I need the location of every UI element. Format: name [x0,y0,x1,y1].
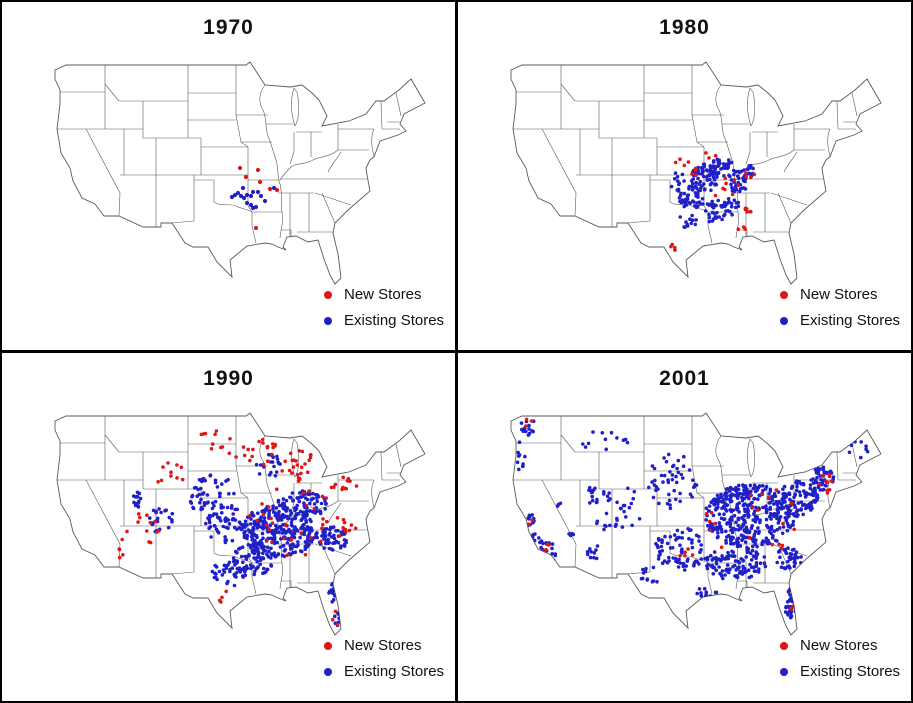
new-stores-dot-icon [324,641,332,650]
panel-title-2001: 2001 [659,367,710,390]
store-dots-1990 [117,429,359,628]
legend-row-new: New Stores [324,286,444,303]
existing-stores-dot-icon [780,667,788,676]
legend-1970: New Stores Existing Stores [324,286,444,329]
panel-1970: 1970 New Stores Existing Stores [2,2,455,350]
legend-row-existing: Existing Stores [780,312,900,329]
new-stores-label: New Stores [800,637,878,654]
existing-stores-label: Existing Stores [344,312,445,329]
new-stores-dot-icon [324,290,332,299]
new-stores-dot-icon [780,641,788,650]
panel-2001: 2001 New Stores Existing Stores [458,353,911,701]
us-map-1990 [54,412,426,636]
existing-stores-label: Existing Stores [344,663,445,680]
panel-title-1970: 1970 [203,16,254,39]
new-stores-label: New Stores [344,637,422,654]
panel-title-1990: 1990 [203,367,254,390]
existing-stores-dot-icon [324,667,332,676]
us-map-1980 [510,61,882,285]
existing-stores-label: Existing Stores [800,312,901,329]
panel-1980: 1980 New Stores Existing Stores [458,2,911,350]
legend-row-new: New Stores [780,286,900,303]
legend-row-new: New Stores [324,637,444,654]
existing-stores-dot-icon [324,316,332,325]
us-map-1970 [54,61,426,285]
legend-row-new: New Stores [780,637,900,654]
us-map-2001 [510,412,882,636]
legend-2001: New Stores Existing Stores [780,637,900,680]
legend-1990: New Stores Existing Stores [324,637,444,680]
store-dots-2001 [515,417,870,620]
legend-row-existing: Existing Stores [780,663,900,680]
existing-stores-label: Existing Stores [800,663,901,680]
panel-title-1980: 1980 [659,16,710,39]
new-stores-label: New Stores [344,286,422,303]
new-stores-label: New Stores [800,286,878,303]
store-dots-1970 [229,165,280,231]
legend-row-existing: Existing Stores [324,312,444,329]
legend-1980: New Stores Existing Stores [780,286,900,329]
legend-row-existing: Existing Stores [324,663,444,680]
store-dots-1980 [669,151,757,254]
panel-1990: 1990 New Stores Existing Stores [2,353,455,701]
new-stores-dot-icon [780,290,788,299]
existing-stores-dot-icon [780,316,788,325]
